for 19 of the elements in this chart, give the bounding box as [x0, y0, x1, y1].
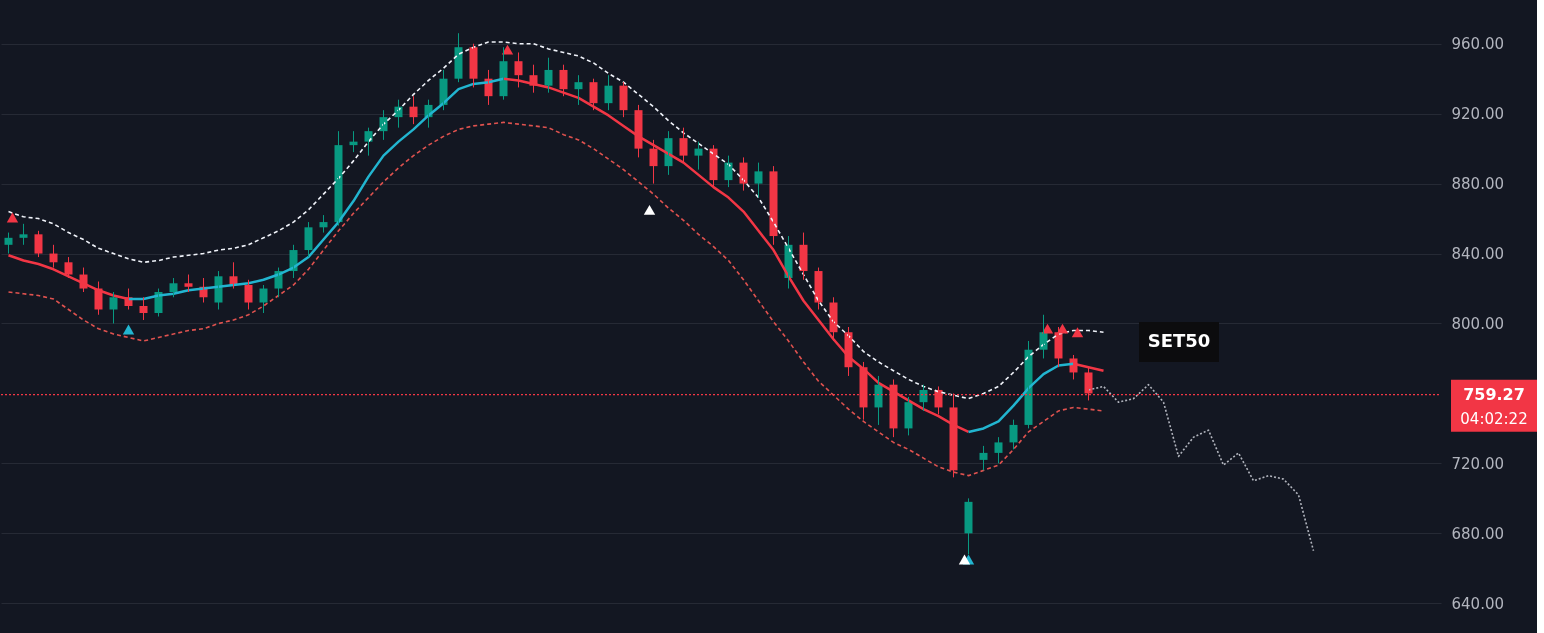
- candlestick: [754, 162, 763, 199]
- text: 04:02:22: [1460, 409, 1528, 428]
- y-tick-label: 680.00: [1451, 524, 1504, 543]
- candlestick: [244, 279, 253, 311]
- y-tick-label: 720.00: [1451, 454, 1504, 473]
- candlestick: [994, 436, 1003, 464]
- y-tick-label: 920.00: [1451, 105, 1504, 124]
- y-tick-label: 840.00: [1451, 245, 1504, 264]
- candlestick: [34, 230, 43, 258]
- candlestick: [19, 223, 28, 246]
- annotation: SET50: [1147, 330, 1211, 351]
- candlestick: [184, 274, 193, 293]
- y-tick-label: 880.00: [1451, 175, 1504, 194]
- candlestick: [679, 127, 688, 164]
- y-tick-label: 640.00: [1451, 594, 1504, 613]
- y-tick-label: 800.00: [1451, 314, 1504, 333]
- candlestick: [169, 277, 178, 298]
- ref-line-label: 759.27: [1463, 384, 1525, 404]
- y-tick-label: 960.00: [1451, 35, 1504, 54]
